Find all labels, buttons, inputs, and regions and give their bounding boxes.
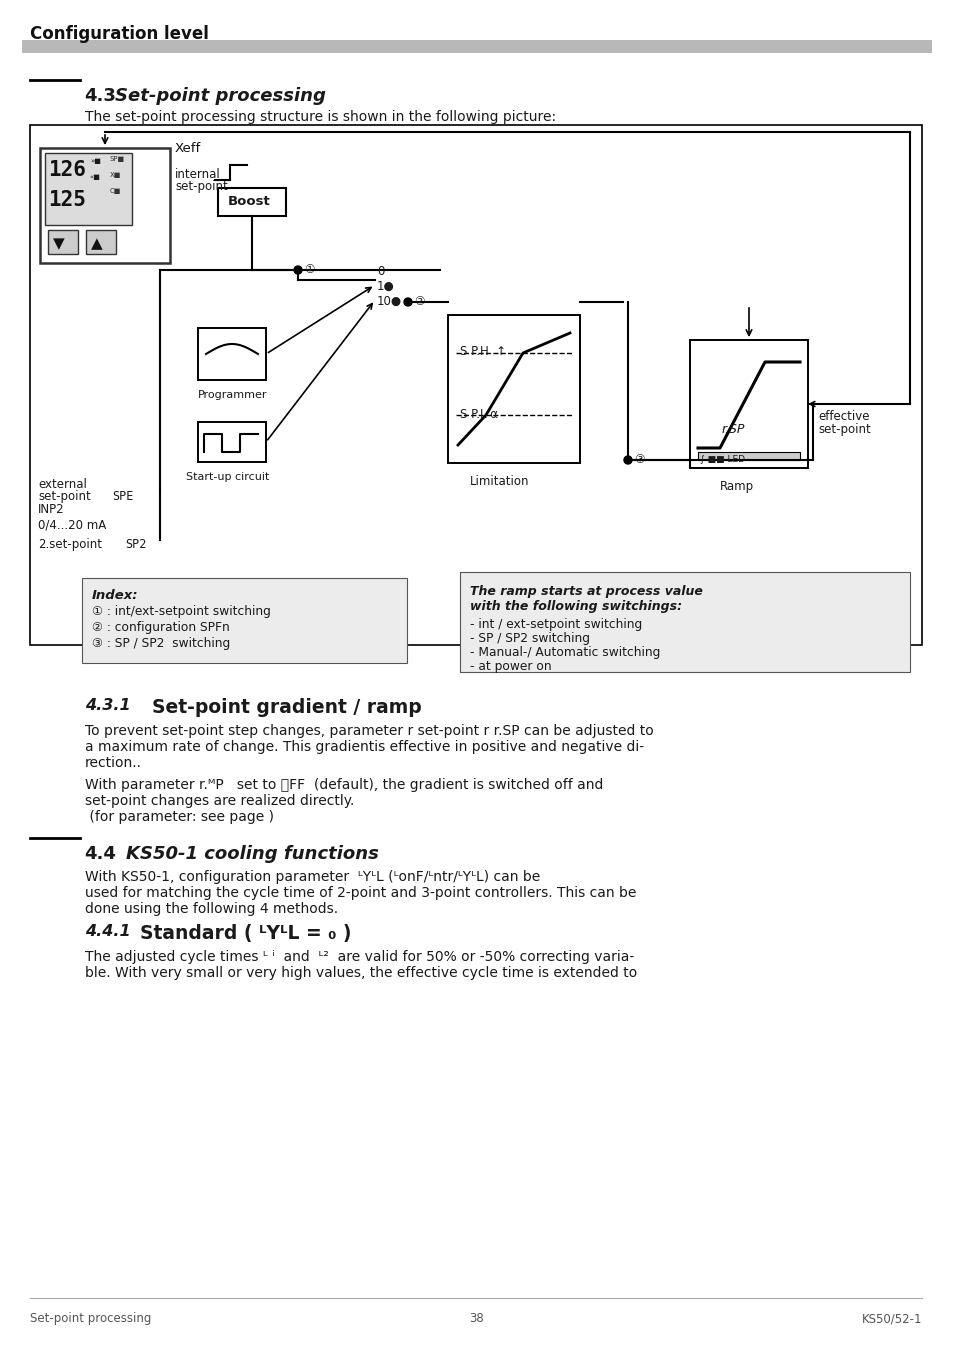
Text: 4.4.1: 4.4.1 xyxy=(85,923,131,940)
Text: 4.4: 4.4 xyxy=(84,845,115,863)
Text: Set-point gradient / ramp: Set-point gradient / ramp xyxy=(152,698,421,717)
Text: - Manual-/ Automatic switching: - Manual-/ Automatic switching xyxy=(470,647,659,659)
Text: »■: »■ xyxy=(90,158,101,163)
Text: external: external xyxy=(38,478,87,491)
Text: 125: 125 xyxy=(48,190,86,211)
Text: 0: 0 xyxy=(376,265,384,278)
Text: Limitation: Limitation xyxy=(470,475,529,487)
Text: 1●: 1● xyxy=(376,279,395,293)
Bar xyxy=(459,572,909,672)
Text: rection..: rection.. xyxy=(85,756,142,770)
Bar xyxy=(48,230,78,254)
Text: SPE: SPE xyxy=(112,490,133,504)
Bar xyxy=(45,153,132,225)
Text: SP■: SP■ xyxy=(110,157,125,162)
Text: ▼: ▼ xyxy=(53,236,65,251)
Text: done using the following 4 methods.: done using the following 4 methods. xyxy=(85,902,337,917)
Text: 126: 126 xyxy=(48,161,86,180)
Text: ②: ② xyxy=(414,296,424,308)
Text: ∫ ■■ LED: ∫ ■■ LED xyxy=(700,454,744,463)
Bar xyxy=(448,315,579,463)
Text: internal: internal xyxy=(174,167,220,181)
Text: 4.3.1: 4.3.1 xyxy=(85,698,131,713)
Text: (for parameter: see page ): (for parameter: see page ) xyxy=(85,810,274,824)
Text: Standard ( ᴸYᴸL = ₀ ): Standard ( ᴸYᴸL = ₀ ) xyxy=(140,923,351,944)
Text: set-point: set-point xyxy=(817,423,870,436)
Text: With KS50-1, configuration parameter  ᴸYᴸL (ᴸonF/ᴸntr/ᴸYᴸL) can be: With KS50-1, configuration parameter ᴸYᴸ… xyxy=(85,869,539,884)
Text: - SP / SP2 switching: - SP / SP2 switching xyxy=(470,632,589,645)
Bar xyxy=(86,230,116,254)
Text: effective: effective xyxy=(817,410,868,423)
Text: Xeff: Xeff xyxy=(174,142,201,155)
Text: «■: «■ xyxy=(90,174,101,180)
Text: The set-point processing structure is shown in the following picture:: The set-point processing structure is sh… xyxy=(85,109,556,124)
Bar xyxy=(22,40,931,53)
Circle shape xyxy=(623,456,631,464)
Text: To prevent set-point step changes, parameter r set-point r r.SP can be adjusted : To prevent set-point step changes, param… xyxy=(85,724,653,738)
Text: KS50-1 cooling functions: KS50-1 cooling functions xyxy=(126,845,378,863)
Circle shape xyxy=(403,298,412,306)
Bar xyxy=(689,340,807,468)
Text: S P.L α: S P.L α xyxy=(459,408,497,421)
Bar xyxy=(218,188,286,216)
Text: ▲: ▲ xyxy=(91,236,103,251)
Text: The ramp starts at process value: The ramp starts at process value xyxy=(470,585,702,598)
Bar xyxy=(698,452,800,460)
Text: ①: ① xyxy=(304,263,314,275)
Text: INP2: INP2 xyxy=(38,504,65,516)
Text: Ramp: Ramp xyxy=(720,481,753,493)
Text: - at power on: - at power on xyxy=(470,660,551,674)
Text: Set-point processing: Set-point processing xyxy=(115,86,326,105)
Text: - int / ext-setpoint switching: - int / ext-setpoint switching xyxy=(470,618,641,630)
Circle shape xyxy=(294,266,302,274)
Text: ③ : SP / SP2  switching: ③ : SP / SP2 switching xyxy=(91,637,230,649)
Text: used for matching the cycle time of 2-point and 3-point controllers. This can be: used for matching the cycle time of 2-po… xyxy=(85,886,636,900)
Bar xyxy=(198,423,266,462)
Bar xyxy=(40,148,170,263)
Text: With parameter r.ᴹP   set to ⲞFF  (default), the gradient is switched off and: With parameter r.ᴹP set to ⲞFF (default)… xyxy=(85,778,602,792)
Text: with the following switchings:: with the following switchings: xyxy=(470,599,681,613)
Text: r.SP: r.SP xyxy=(721,423,744,436)
Text: ble. With very small or very high values, the effective cycle time is extended t: ble. With very small or very high values… xyxy=(85,967,637,980)
Bar xyxy=(198,328,266,379)
Text: ① : int/ext-setpoint switching: ① : int/ext-setpoint switching xyxy=(91,605,271,618)
Text: SP2: SP2 xyxy=(125,539,146,551)
Text: 2.set-point: 2.set-point xyxy=(38,539,102,551)
Text: Index:: Index: xyxy=(91,589,138,602)
Text: Set-point processing: Set-point processing xyxy=(30,1312,152,1324)
Text: set-point: set-point xyxy=(38,490,91,504)
Text: Start-up circuit: Start-up circuit xyxy=(186,472,269,482)
Text: Boost: Boost xyxy=(228,194,271,208)
Text: C■: C■ xyxy=(110,188,121,194)
Text: 4.3: 4.3 xyxy=(84,86,115,105)
Text: 10●: 10● xyxy=(376,296,402,308)
Text: set-point: set-point xyxy=(174,180,228,193)
Text: S P.H  ↑: S P.H ↑ xyxy=(459,346,506,358)
Text: 38: 38 xyxy=(469,1312,484,1324)
Text: a maximum rate of change. This gradientis effective in positive and negative di-: a maximum rate of change. This gradienti… xyxy=(85,740,643,755)
Text: KS50/52-1: KS50/52-1 xyxy=(861,1312,921,1324)
Text: set-point changes are realized directly.: set-point changes are realized directly. xyxy=(85,794,354,809)
Text: ③: ③ xyxy=(634,454,644,466)
Text: X■: X■ xyxy=(110,171,121,178)
Text: The adjusted cycle times ᴸ ⁱ  and  ᴸ²  are valid for 50% or -50% correcting vari: The adjusted cycle times ᴸ ⁱ and ᴸ² are … xyxy=(85,950,634,964)
Text: Programmer: Programmer xyxy=(198,390,267,400)
Text: 0/4...20 mA: 0/4...20 mA xyxy=(38,518,106,531)
Bar xyxy=(30,126,921,645)
Text: Configuration level: Configuration level xyxy=(30,26,209,43)
Text: ② : configuration SPFn: ② : configuration SPFn xyxy=(91,621,230,634)
Bar xyxy=(82,578,407,663)
